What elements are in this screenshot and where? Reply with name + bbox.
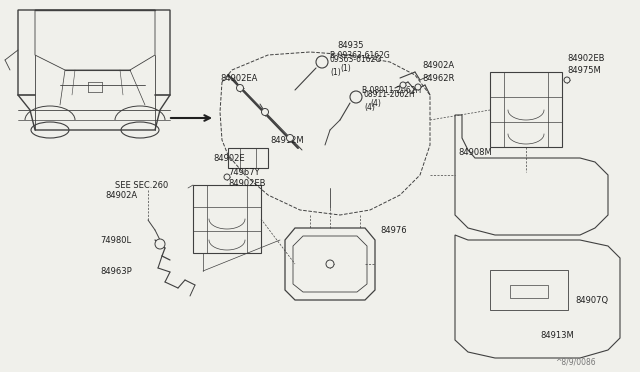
Text: (1): (1) — [340, 64, 351, 73]
Circle shape — [224, 174, 230, 180]
Text: 84912M: 84912M — [270, 135, 303, 144]
Text: 84935: 84935 — [337, 41, 364, 49]
Text: 84902E: 84902E — [213, 154, 244, 163]
Text: 84902A: 84902A — [422, 61, 454, 70]
Text: 74980L: 74980L — [100, 235, 131, 244]
Text: 84976: 84976 — [380, 225, 406, 234]
Text: (4): (4) — [364, 103, 375, 112]
Text: 08911-2062H: 08911-2062H — [364, 90, 416, 99]
Circle shape — [326, 260, 334, 268]
Text: (4): (4) — [370, 99, 381, 108]
Text: (1): (1) — [330, 67, 340, 77]
Text: 84908M: 84908M — [458, 148, 492, 157]
Circle shape — [262, 109, 269, 115]
Text: 84907Q: 84907Q — [575, 295, 608, 305]
Text: 74967Y: 74967Y — [228, 167, 260, 176]
Text: B 08911-2062H: B 08911-2062H — [362, 86, 421, 94]
Text: 09363-6162G: 09363-6162G — [330, 55, 382, 64]
Circle shape — [564, 77, 570, 83]
Text: 84913M: 84913M — [540, 330, 573, 340]
Text: 84975M: 84975M — [567, 65, 601, 74]
Text: 84962R: 84962R — [422, 74, 454, 83]
Circle shape — [350, 91, 362, 103]
Circle shape — [316, 56, 328, 68]
Circle shape — [400, 82, 406, 88]
Circle shape — [155, 239, 165, 249]
Text: B 09363-6162G: B 09363-6162G — [330, 51, 390, 60]
Text: 84902EA: 84902EA — [220, 74, 257, 83]
Circle shape — [237, 84, 243, 92]
Text: SEE SEC.260: SEE SEC.260 — [115, 180, 168, 189]
Circle shape — [415, 84, 421, 90]
Text: ^8/9/0086: ^8/9/0086 — [555, 357, 596, 366]
Circle shape — [287, 135, 294, 141]
Text: 84902A: 84902A — [105, 190, 137, 199]
Text: 84902EB: 84902EB — [567, 54, 605, 62]
Text: B: B — [353, 93, 359, 102]
Text: 84902EB: 84902EB — [228, 179, 266, 187]
Text: B: B — [319, 58, 325, 67]
Text: 84963P: 84963P — [100, 267, 132, 276]
